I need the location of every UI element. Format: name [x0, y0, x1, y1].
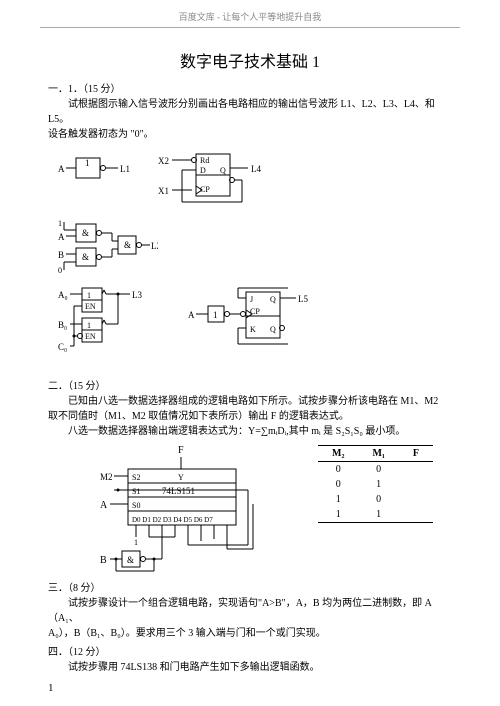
q4-head: 四．（12 分） — [48, 645, 452, 660]
th-m2: M₂ — [318, 446, 358, 462]
label-a2: A — [58, 232, 65, 242]
label-b0: B₀ — [58, 320, 67, 330]
q3-p1: 试按步骤设计一个组合逻辑电路，实现语句"A>B"，A，B 均为两位二进制数，即 … — [48, 596, 452, 626]
q2-p1: 已知由八选一数据选择器组成的逻辑电路如下所示。试按步骤分析该电路在 M1、M2 — [48, 394, 452, 409]
label-s0: S0 — [132, 501, 140, 510]
label-l2: L2 — [151, 241, 158, 251]
label-y: Y — [178, 473, 184, 482]
label-one4: 1 — [213, 310, 218, 320]
q2-p3: 八选一数据选择器输出端逻辑表达式为：Y=∑mᵢDᵢ,其中 mᵢ 是 S₂S₁S₀… — [48, 424, 452, 439]
label-s2: S2 — [132, 473, 140, 482]
label-l1: L1 — [120, 164, 130, 174]
label-x2: X2 — [158, 156, 169, 166]
label-l4: L4 — [251, 164, 261, 174]
diagram-gate-l2: 1 A B 0 & & & L2 — [58, 218, 158, 278]
label-one3: 1 — [87, 321, 91, 330]
label-one: 1 — [85, 158, 90, 168]
label-l5: L5 — [298, 294, 308, 304]
label-d: D — [200, 166, 206, 175]
label-s1: S1 — [132, 487, 140, 496]
label-j: J — [250, 295, 253, 304]
diagram-jk-l5: A 1 J Q CP K Q L5 — [188, 286, 318, 356]
diagram-row-2: 1 A B 0 & & & L2 — [58, 218, 452, 278]
label-and2: & — [82, 252, 89, 262]
label-q: Q — [220, 166, 226, 175]
diagram-row-1: A 1 L1 X2 X1 Rd D CP Q L4 — [58, 150, 452, 210]
label-a0: A₀ — [58, 290, 68, 300]
label-am: A — [100, 500, 108, 511]
label-dports: D0 D1 D2 D3 D4 D5 D6 D7 — [132, 516, 213, 524]
label-q2: Q — [270, 295, 276, 304]
q2-head: 二．（15 分） — [48, 379, 452, 394]
label-c0: C₀ — [58, 342, 67, 352]
label-m2: M2 — [100, 472, 113, 482]
label-and1: & — [82, 228, 89, 238]
table-row: 01 — [318, 477, 433, 492]
label-en: EN — [85, 302, 96, 311]
doc-title: 数字电子技术基础 1 — [48, 48, 452, 72]
label-and4: & — [127, 555, 134, 565]
label-en2: EN — [85, 332, 96, 341]
label-rd: Rd — [200, 156, 209, 165]
th-f: F — [399, 446, 433, 462]
doc-header: 百度文库 - 让每个人平等地提升自我 — [40, 0, 460, 28]
label-a3: A — [188, 310, 195, 320]
label-x1: X1 — [158, 186, 169, 196]
q2-figure-row: F Y S2 S1 S0 74LS151 D0 D1 D2 D3 D4 D5 D… — [78, 445, 452, 575]
label-chip: 74LS151 — [162, 486, 195, 496]
diagram-gate-l3: A₀ 1 EN B₀ 1 EN C₀ L3 — [58, 286, 168, 356]
table-row: 10 — [318, 492, 433, 507]
q1-p2: 设各触发器初态为 "0"。 — [48, 127, 452, 142]
label-l3: L3 — [132, 290, 142, 300]
label-bm: B — [100, 555, 107, 566]
label-one5: 1 — [134, 538, 138, 547]
q1-p1: 试根据图示输入信号波形分别画出各电路相应的输出信号波形 L1、L2、L3、L4、… — [48, 97, 452, 127]
label-b: B — [58, 250, 64, 260]
label-q3: Q — [270, 325, 276, 334]
truth-table: M₂ M₁ F 00 01 10 11 — [318, 445, 433, 523]
q3-p2: A₀），B（B₁、B₀）。要求用三个 3 输入端与门和一个或门实现。 — [48, 626, 452, 641]
label-and3: & — [124, 240, 131, 250]
label-k: K — [250, 325, 256, 334]
label-f: F — [178, 445, 184, 456]
page-number: 1 — [48, 682, 54, 694]
label-zero: 0 — [58, 266, 62, 275]
diagram-mux: F Y S2 S1 S0 74LS151 D0 D1 D2 D3 D4 D5 D… — [78, 445, 268, 575]
page-body: 数字电子技术基础 1 一．1．（15 分） 试根据图示输入信号波形分别画出各电路… — [0, 28, 500, 675]
table-row: 11 — [318, 507, 433, 523]
diagram-row-3: A₀ 1 EN B₀ 1 EN C₀ L3 — [58, 286, 452, 356]
table-row: 00 — [318, 462, 433, 478]
label-a: A — [58, 164, 65, 174]
th-m1: M₁ — [358, 446, 398, 462]
q3-head: 三．（8 分） — [48, 581, 452, 596]
label-one2: 1 — [87, 291, 91, 300]
label-one-top: 1 — [58, 219, 62, 228]
q2-p2: 取不同值时（M1、M2 取值情况如下表所示）输出 F 的逻辑表达式。 — [48, 409, 452, 424]
diagram-dff-l4: X2 X1 Rd D CP Q L4 — [158, 150, 278, 210]
q4-p1: 试按步骤用 74LS138 和门电路产生如下多输出逻辑函数。 — [48, 660, 452, 675]
diagram-gate-l1: A 1 L1 — [58, 150, 138, 190]
q1-head: 一．1．（15 分） — [48, 82, 452, 97]
